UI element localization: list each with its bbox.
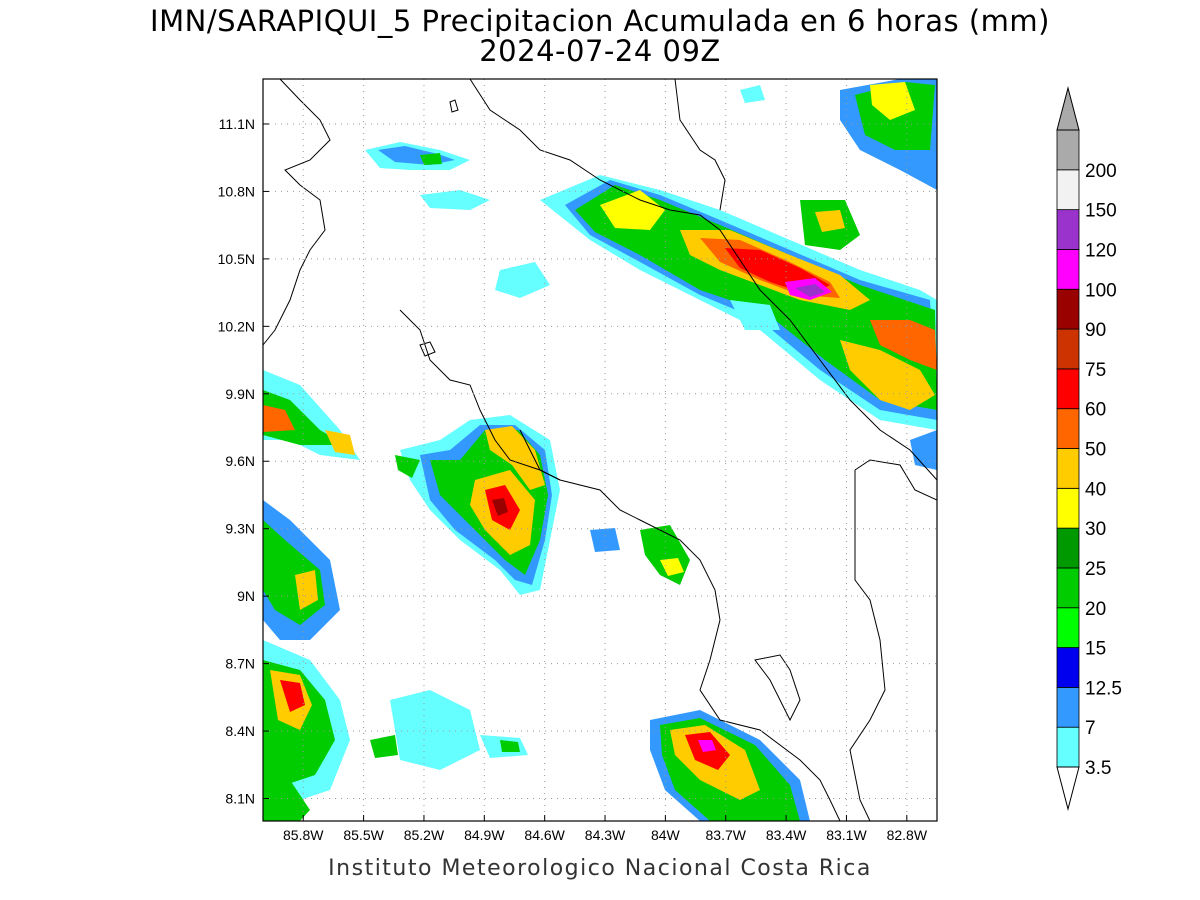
- colorbar-level-label: 60: [1085, 400, 1106, 421]
- colorbar-level-label: 120: [1085, 240, 1117, 261]
- lon-tick-label: 85.2W: [404, 827, 445, 843]
- lon-tick-label: 84.3W: [585, 827, 626, 843]
- credit-line: Instituto Meteorologico Nacional Costa R…: [328, 856, 872, 881]
- coastlines: [263, 79, 937, 821]
- colorbar-swatch: [1056, 408, 1080, 449]
- colorbar-level-label: 40: [1085, 479, 1106, 500]
- colorbar-swatch: [1056, 607, 1080, 648]
- map-frame: [262, 78, 938, 822]
- lat-tick-label: 9N: [237, 588, 255, 604]
- colorbar-level-label: 200: [1085, 161, 1117, 182]
- colorbar-swatch: [1056, 487, 1080, 529]
- lat-tick-label: 8.7N: [225, 656, 255, 672]
- colorbar-swatch: [1056, 129, 1080, 171]
- lon-tick-label: 85.5W: [343, 827, 384, 843]
- colorbar-swatch: [1056, 328, 1080, 370]
- rain-cells-light: [365, 85, 937, 770]
- lon-tick-label: 84.9W: [464, 827, 505, 843]
- colorbar-swatch: [1056, 647, 1080, 688]
- colorbar: 3.5 7 12.5 15 20 25 30 40 50 60 75 90 100 120 150 200: [1056, 86, 1122, 811]
- colorbar-level-label: 15: [1085, 639, 1106, 660]
- rain-cell-south: [650, 710, 810, 821]
- colorbar-level-label: 25: [1085, 559, 1106, 580]
- colorbar-swatch: [1056, 169, 1080, 211]
- lat-tick-label: 8.1N: [225, 791, 255, 807]
- lon-tick-label: 83.1W: [826, 827, 867, 843]
- lat-tick-label: 10.8N: [218, 183, 255, 199]
- lon-tick-label: 82.8W: [887, 827, 928, 843]
- graticule: [263, 79, 937, 821]
- colorbar-level-label: 7: [1085, 718, 1096, 739]
- colorbar-level-label: 90: [1085, 320, 1106, 341]
- colorbar-level-label: 12.5: [1085, 678, 1122, 699]
- colorbar-swatch: [1056, 726, 1080, 768]
- colorbar-max-arrow: [1056, 86, 1080, 131]
- lat-tick-label: 11.1N: [219, 116, 255, 132]
- map-timestamp: 2024-07-24 09Z: [479, 34, 721, 68]
- lon-tick-label: 83.7W: [706, 827, 747, 843]
- lat-tick-label: 8.4N: [225, 723, 255, 739]
- lon-tick-label: 84.6W: [524, 827, 565, 843]
- longitude-axis: 85.8W 85.5W 85.2W 84.9W 84.6W 84.3W 84W 83.7W 83…: [283, 815, 928, 843]
- colorbar-swatch: [1056, 209, 1080, 250]
- colorbar-min-arrow: [1056, 766, 1080, 811]
- colorbar-swatch: [1056, 448, 1080, 489]
- colorbar-swatch: [1056, 249, 1080, 290]
- colorbar-level-label: 150: [1085, 201, 1117, 222]
- rain-cell-west-edge: [263, 370, 360, 821]
- colorbar-level-label: 100: [1085, 280, 1117, 301]
- colorbar-level-label: 75: [1085, 360, 1106, 381]
- lat-tick-label: 10.5N: [218, 251, 255, 267]
- map-title: IMN/SARAPIQUI_5 Precipitacion Acumulada …: [150, 4, 1050, 38]
- lon-tick-label: 85.8W: [283, 827, 324, 843]
- colorbar-swatch: [1056, 567, 1080, 609]
- precipitation-field: [263, 79, 937, 821]
- lon-tick-label: 83.4W: [766, 827, 807, 843]
- rain-cell-central-pacific: [395, 415, 690, 595]
- colorbar-swatch: [1056, 288, 1080, 330]
- latitude-axis: 11.1N 10.8N 10.5N 10.2N 9.9N 9.6N 9.3N 9N 8.7N 8.…: [218, 116, 269, 807]
- colorbar-swatch: [1056, 527, 1080, 569]
- lon-tick-label: 84W: [651, 827, 681, 843]
- colorbar-level-label: 3.5: [1085, 758, 1111, 779]
- colorbar-swatch: [1056, 368, 1080, 410]
- lat-tick-label: 9.6N: [225, 453, 255, 469]
- colorbar-level-label: 20: [1085, 599, 1106, 620]
- colorbar-swatch: [1056, 686, 1080, 728]
- lat-tick-label: 9.3N: [225, 521, 255, 537]
- lat-tick-label: 10.2N: [218, 318, 255, 334]
- colorbar-level-label: 50: [1085, 440, 1106, 461]
- colorbar-level-label: 30: [1085, 519, 1106, 540]
- rain-cell-northeast-corner: [800, 79, 937, 250]
- lat-tick-label: 9.9N: [225, 386, 255, 402]
